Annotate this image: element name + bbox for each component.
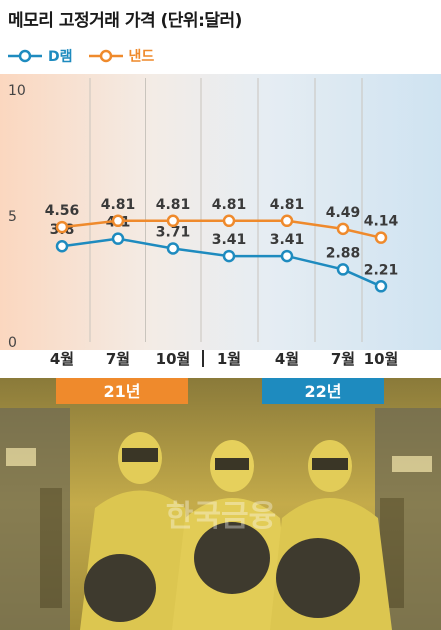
data-label-nand: 4.49 <box>326 205 361 221</box>
legend-marker-dram <box>8 49 42 63</box>
data-label-dram: 2.21 <box>364 262 399 278</box>
grid <box>89 78 363 342</box>
data-point-dram <box>166 242 180 255</box>
y-tick-label: 0 <box>8 335 17 351</box>
series-group: 3.84.13.713.413.412.882.214.564.814.814.… <box>45 197 399 293</box>
data-point-dram <box>222 249 236 263</box>
year-badge: 21년 <box>56 378 188 404</box>
data-point-dram <box>55 239 69 253</box>
legend-item-nand: 낸드 <box>88 46 155 66</box>
data-label-nand: 4.81 <box>212 197 247 213</box>
data-point-dram <box>280 249 294 263</box>
data-point-nand <box>111 214 125 228</box>
data-point-dram <box>336 263 350 276</box>
data-label-nand: 4.14 <box>364 214 399 230</box>
data-label-dram: 2.88 <box>326 245 361 261</box>
legend-marker-nand <box>88 49 123 63</box>
chart-title: 메모리 고정거래 가격 (단위:달러) <box>8 11 242 31</box>
data-label-dram: 3.41 <box>270 232 305 248</box>
data-label-nand: 4.81 <box>156 197 191 213</box>
data-point-nand <box>222 214 236 228</box>
data-point-nand <box>55 220 69 234</box>
legend-label-nand: 낸드 <box>128 49 155 65</box>
year-badge-label: 22년 <box>305 382 342 401</box>
y-tick-label: 10 <box>8 83 26 99</box>
x-axis: 4월 7월 10월 1월 4월 7월 10월 <box>50 350 398 368</box>
data-point-nand <box>166 214 180 228</box>
equipment-left <box>0 408 70 630</box>
data-point-dram <box>111 232 125 245</box>
data-point-nand <box>336 222 350 236</box>
data-point-nand <box>374 231 388 244</box>
data-label-dram: 3.41 <box>212 232 247 248</box>
x-tick-label: 10월 <box>364 350 399 368</box>
legend-label-dram: D램 <box>48 49 73 65</box>
cleanroom-photo: 한국금융 21년 22년 <box>0 378 441 630</box>
plot-background <box>0 74 441 350</box>
x-tick-label: 4월 <box>275 350 299 368</box>
y-axis: 10 5 0 <box>8 83 26 351</box>
year-badge-box <box>262 378 384 404</box>
worker-center <box>172 440 292 630</box>
y-tick-label: 5 <box>8 209 17 225</box>
x-tick-label: 7월 <box>331 350 355 368</box>
year-badge-box <box>56 378 188 404</box>
worker-right <box>270 440 392 630</box>
x-tick-label: 7월 <box>106 350 130 368</box>
data-label-dram: 3.71 <box>156 225 191 241</box>
watermark: 한국금융 <box>166 499 276 534</box>
year-badge: 22년 <box>262 378 384 404</box>
x-tick-label: 10월 <box>156 350 191 368</box>
year-badge-label: 21년 <box>104 382 141 401</box>
data-point-nand <box>280 214 294 228</box>
data-label-nand: 4.81 <box>270 197 305 213</box>
data-label-nand: 4.81 <box>101 197 136 213</box>
legend-item-dram: D램 <box>8 46 73 66</box>
x-tick-label: 4월 <box>50 350 74 368</box>
worker-left <box>80 432 200 630</box>
data-label-nand: 4.56 <box>45 203 80 219</box>
data-point-dram <box>374 280 388 293</box>
legend: D램 낸드 <box>8 46 154 66</box>
x-tick-label: 1월 <box>217 350 241 368</box>
equipment-right <box>375 408 441 630</box>
